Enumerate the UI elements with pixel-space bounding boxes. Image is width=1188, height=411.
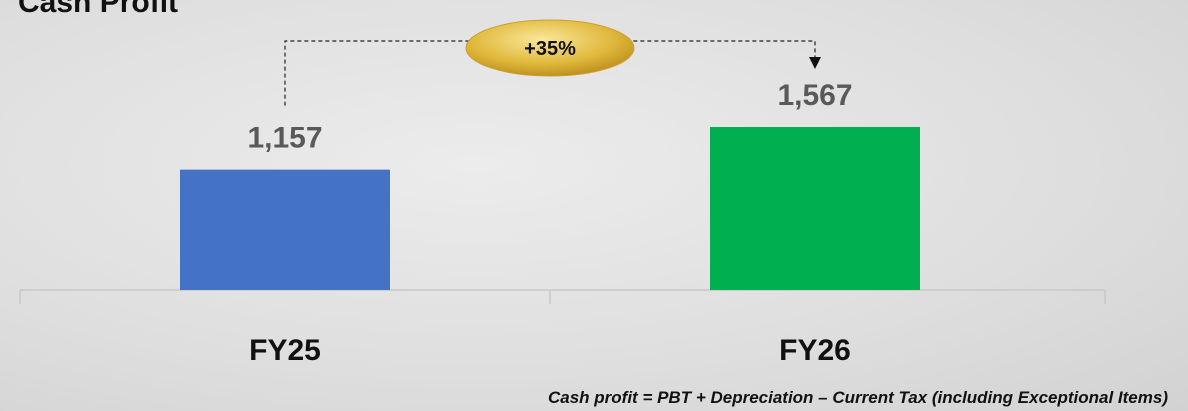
- chart-title: Cash Profit: [18, 0, 178, 19]
- annotation-badge: [465, 19, 635, 77]
- arrow-head: [809, 57, 821, 69]
- category-label: FY26: [779, 334, 851, 367]
- bar: [180, 169, 390, 290]
- value-label: 1,157: [247, 122, 322, 155]
- value-label: 1,567: [777, 79, 852, 112]
- bar: [710, 127, 920, 290]
- category-label: FY25: [249, 334, 321, 367]
- annotation: +35%: [524, 38, 576, 60]
- footnote: Cash profit = PBT + Depreciation – Curre…: [548, 388, 1168, 407]
